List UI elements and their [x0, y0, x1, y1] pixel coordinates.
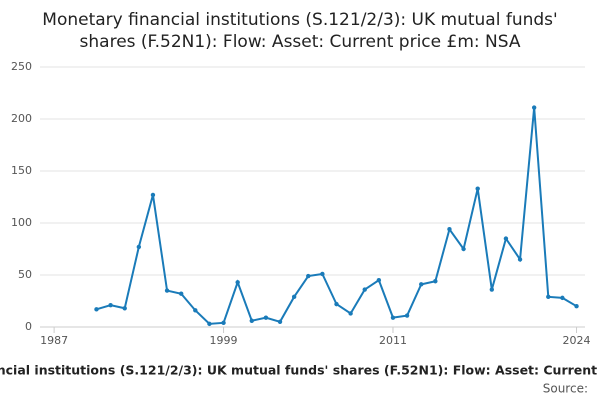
data-point [249, 318, 254, 323]
data-point [277, 319, 283, 324]
data-point [461, 246, 466, 252]
data-point [419, 282, 424, 287]
data-point [560, 295, 565, 301]
x-tick-label: 1987 [40, 334, 68, 347]
data-point [475, 186, 480, 191]
data-point [306, 273, 311, 279]
chart-title: shares (F.52N1): Flow: Asset: Current pr… [80, 32, 521, 52]
y-tick-label: 100 [11, 216, 32, 229]
x-tick-label: 1999 [210, 334, 238, 347]
data-point [235, 280, 240, 285]
x-tick-label: 2024 [563, 334, 591, 347]
data-point [221, 320, 226, 326]
y-tick-label: 250 [11, 60, 32, 73]
data-point [404, 313, 410, 318]
data-point [136, 244, 142, 250]
data-point [362, 287, 367, 292]
data-point [376, 278, 382, 283]
data-point [433, 279, 438, 284]
data-point [574, 304, 579, 309]
x-axis-label: Monetary financial institutions (S.121/2… [0, 363, 600, 378]
y-tick-label: 150 [11, 164, 32, 177]
data-point [489, 287, 495, 292]
data-point [503, 236, 509, 241]
data-point [122, 306, 127, 311]
data-point [334, 301, 339, 307]
data-point [94, 307, 99, 312]
y-tick-label: 200 [11, 112, 32, 125]
data-point [291, 294, 297, 300]
data-point [193, 308, 198, 313]
source-label: Source: [543, 382, 588, 396]
data-point [207, 321, 212, 327]
data-point [546, 294, 551, 300]
data-point [517, 257, 523, 262]
data-point [108, 302, 113, 308]
data-point [390, 315, 396, 320]
data-point [150, 192, 156, 198]
x-tick-label: 2011 [379, 334, 407, 347]
data-point [178, 291, 184, 296]
data-point [531, 105, 537, 110]
data-point [164, 288, 170, 293]
data-point [320, 271, 325, 277]
y-tick-label: 0 [25, 320, 32, 333]
chart-title: Monetary financial institutions (S.121/2… [42, 10, 557, 30]
data-point [447, 227, 452, 232]
y-tick-label: 50 [18, 268, 32, 281]
data-point [263, 315, 269, 320]
data-point [348, 311, 353, 316]
